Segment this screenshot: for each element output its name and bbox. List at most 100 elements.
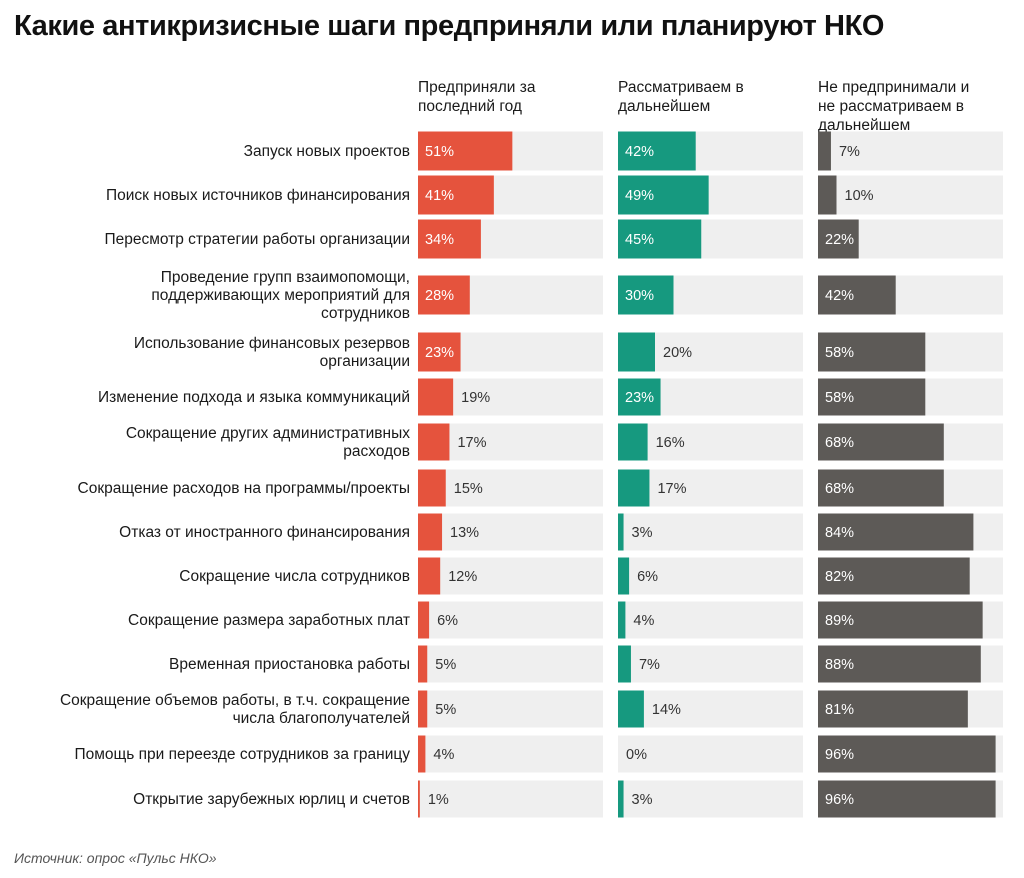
value-label: 28% <box>425 288 454 304</box>
bar-not_considering <box>818 423 944 461</box>
value-label: 58% <box>825 390 854 406</box>
bar-considering <box>618 332 655 372</box>
bar-taken <box>418 378 454 416</box>
bar-track <box>418 780 603 818</box>
bar-track <box>818 131 1003 171</box>
category-label: Открытие зарубежных юрлиц и счетов <box>133 791 410 808</box>
bar-track <box>818 175 1003 215</box>
bar-track <box>418 601 603 639</box>
bar-considering <box>618 469 650 507</box>
category-label: расходов <box>343 443 410 460</box>
category-label: организации <box>320 353 410 370</box>
value-label: 12% <box>448 569 477 585</box>
bar-not_considering <box>818 735 996 773</box>
bar-track <box>618 601 803 639</box>
value-label: 42% <box>825 288 854 304</box>
category-label: Сокращение числа сотрудников <box>179 568 410 585</box>
bar-track <box>618 690 803 728</box>
series-header-line: Предприняли за <box>418 79 536 96</box>
bar-taken <box>418 175 494 215</box>
series-header-not-considering: Не предпринимали и не рассматриваем в да… <box>818 78 969 135</box>
value-label: 23% <box>625 390 654 406</box>
series-header-line: Рассматриваем в <box>618 79 744 96</box>
bar-not_considering <box>818 780 996 818</box>
bar-considering <box>618 275 674 315</box>
series-header-line: Не предпринимали и <box>818 79 970 96</box>
category-label: Помощь при переезде сотрудников за грани… <box>74 746 410 763</box>
value-label: 15% <box>454 481 483 497</box>
value-label: 82% <box>825 569 854 585</box>
category-label: Запуск новых проектов <box>244 143 410 160</box>
bar-considering <box>618 175 709 215</box>
value-label: 49% <box>625 188 654 204</box>
value-label: 42% <box>625 144 654 160</box>
category-label: Временная приостановка работы <box>169 656 410 673</box>
category-label: Отказ от иностранного финансирования <box>119 524 410 541</box>
bar-not_considering <box>818 275 896 315</box>
bar-considering <box>618 131 696 171</box>
bar-taken <box>418 423 450 461</box>
bar-taken <box>418 219 481 259</box>
source-note: Источник: опрос «Пульс НКО» <box>14 850 217 866</box>
value-label: 3% <box>632 525 653 541</box>
value-label: 5% <box>435 702 456 718</box>
bar-not_considering <box>818 378 926 416</box>
category-label: Поиск новых источников финансирования <box>106 187 410 204</box>
bar-taken <box>418 557 441 595</box>
value-label: 19% <box>461 390 490 406</box>
bar-considering <box>618 601 626 639</box>
value-label: 45% <box>625 232 654 248</box>
bar-considering <box>618 219 702 259</box>
bar-taken <box>418 601 430 639</box>
value-label: 68% <box>825 481 854 497</box>
bar-track <box>418 690 603 728</box>
bar-taken <box>418 690 428 728</box>
bar-track <box>618 423 803 461</box>
category-label: поддерживающих мероприятий для <box>151 287 410 304</box>
category-label: Проведение групп взаимопомощи, <box>161 269 410 286</box>
bar-track <box>418 469 603 507</box>
value-label: 5% <box>435 657 456 673</box>
value-label: 89% <box>825 613 854 629</box>
category-label: Сокращение других административных <box>126 425 410 442</box>
bar-track <box>418 557 603 595</box>
bar-considering <box>618 780 624 818</box>
category-label: числа благополучателей <box>233 710 410 727</box>
bar-not_considering <box>818 557 970 595</box>
bar-taken <box>418 645 428 683</box>
value-label: 22% <box>825 232 854 248</box>
category-label: Пересмотр стратегии работы организации <box>104 231 410 248</box>
category-label: Сокращение объемов работы, в т.ч. сокращ… <box>60 692 410 709</box>
bar-taken <box>418 332 461 372</box>
value-label: 4% <box>633 613 654 629</box>
bar-taken <box>418 513 443 551</box>
bar-not_considering <box>818 131 831 171</box>
bar-taken <box>418 735 426 773</box>
bar-considering <box>618 378 661 416</box>
bar-not_considering <box>818 332 926 372</box>
bar-not_considering <box>818 175 837 215</box>
bar-considering <box>618 557 630 595</box>
category-label: Использование финансовых резервов <box>134 335 410 352</box>
bar-not_considering <box>818 645 981 683</box>
series-header-line: дальнейшем <box>618 98 711 115</box>
value-label: 17% <box>657 481 686 497</box>
bar-considering <box>618 645 631 683</box>
value-label: 58% <box>825 345 854 361</box>
value-label: 3% <box>632 792 653 808</box>
value-label: 7% <box>639 657 660 673</box>
bar-track <box>618 645 803 683</box>
value-label: 13% <box>450 525 479 541</box>
bar-track <box>418 645 603 683</box>
value-label: 88% <box>825 657 854 673</box>
value-label: 84% <box>825 525 854 541</box>
value-label: 34% <box>425 232 454 248</box>
value-label: 0% <box>626 747 647 763</box>
value-label: 6% <box>437 613 458 629</box>
bar-considering <box>618 513 624 551</box>
value-label: 10% <box>845 188 874 204</box>
bar-taken <box>418 780 420 818</box>
value-label: 6% <box>637 569 658 585</box>
bar-not_considering <box>818 219 859 259</box>
category-label: Изменение подхода и языка коммуникаций <box>98 389 410 406</box>
